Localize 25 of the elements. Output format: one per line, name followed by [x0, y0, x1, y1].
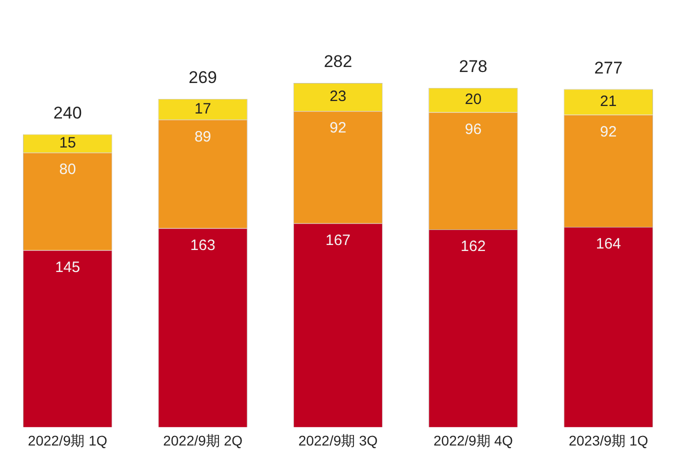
- data-label: 21: [600, 93, 617, 110]
- data-label: 17: [194, 100, 212, 118]
- total-label: 269: [188, 68, 217, 88]
- x-tick-label: 2022/9期 1Q: [28, 432, 108, 448]
- data-label: 96: [464, 120, 482, 138]
- data-label: 163: [190, 236, 216, 254]
- data-label: 164: [596, 236, 621, 253]
- data-label: 23: [330, 88, 346, 106]
- data-label: 167: [325, 232, 351, 250]
- total-label: 277: [594, 58, 623, 78]
- total-label: 240: [53, 103, 82, 122]
- data-label: 162: [460, 238, 486, 256]
- data-label: 15: [59, 134, 76, 152]
- x-tick-label: 2022/9期 4Q: [434, 432, 513, 448]
- data-label: 20: [464, 91, 482, 108]
- data-label: 89: [194, 128, 212, 146]
- total-label: 278: [459, 57, 488, 76]
- x-tick-label: 2022/9期 3Q: [298, 432, 378, 448]
- data-label: 145: [55, 258, 80, 276]
- data-label: 80: [59, 161, 76, 178]
- data-label: 92: [600, 123, 617, 140]
- data-label: 92: [330, 120, 346, 137]
- x-tick-label: 2023/9期 1Q: [568, 432, 648, 448]
- total-label: 282: [324, 52, 352, 72]
- x-tick-label: 2022/9期 2Q: [163, 432, 243, 448]
